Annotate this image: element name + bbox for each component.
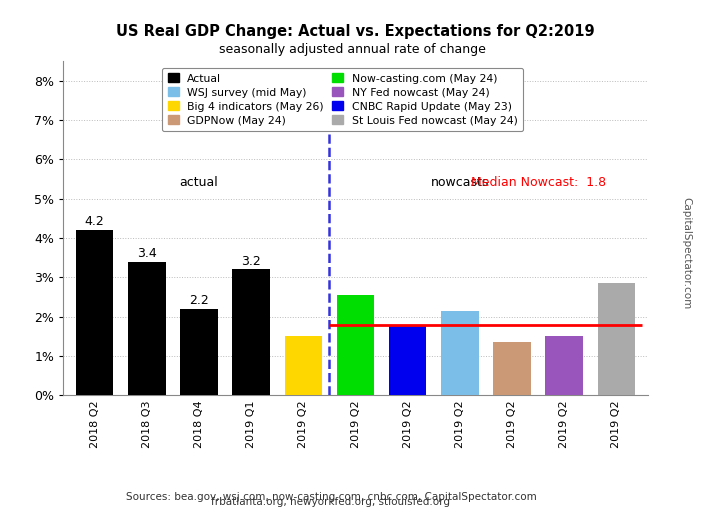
Bar bbox=[494, 342, 531, 395]
Bar bbox=[337, 295, 375, 395]
Text: 3.2: 3.2 bbox=[241, 255, 261, 268]
Bar bbox=[598, 283, 635, 395]
Text: 3.4: 3.4 bbox=[137, 246, 157, 260]
Bar bbox=[546, 337, 583, 395]
Title: US Real GDP Change: Actual vs. Expectations for Q2:2019: US Real GDP Change: Actual vs. Expectati… bbox=[116, 24, 595, 39]
Text: CapitalSpectator.com: CapitalSpectator.com bbox=[681, 197, 691, 310]
Text: nowcasts: nowcasts bbox=[431, 176, 489, 189]
Legend: Actual, WSJ survey (mid May), Big 4 indicators (May 26), GDPNow (May 24), Now-ca: Actual, WSJ survey (mid May), Big 4 indi… bbox=[162, 68, 523, 131]
Text: 4.2: 4.2 bbox=[84, 215, 104, 228]
Text: Median Nowcast:  1.8: Median Nowcast: 1.8 bbox=[471, 176, 606, 189]
Bar bbox=[232, 270, 270, 395]
Bar bbox=[441, 311, 479, 395]
Text: 2.2: 2.2 bbox=[189, 294, 209, 307]
Bar bbox=[389, 324, 427, 395]
Text: actual: actual bbox=[180, 176, 218, 189]
Text: frbatlanta.org, newyorkfed.org, stlouisfed.org: frbatlanta.org, newyorkfed.org, stlouisf… bbox=[211, 497, 451, 507]
Text: Sources: bea.gov, wsj.com, now-casting.com, cnbc.com, CapitalSpectator.com: Sources: bea.gov, wsj.com, now-casting.c… bbox=[125, 492, 536, 502]
Text: seasonally adjusted annual rate of change: seasonally adjusted annual rate of chang… bbox=[218, 43, 486, 56]
Bar bbox=[180, 309, 218, 395]
Bar bbox=[76, 230, 113, 395]
Bar bbox=[284, 337, 322, 395]
Bar bbox=[128, 262, 165, 395]
